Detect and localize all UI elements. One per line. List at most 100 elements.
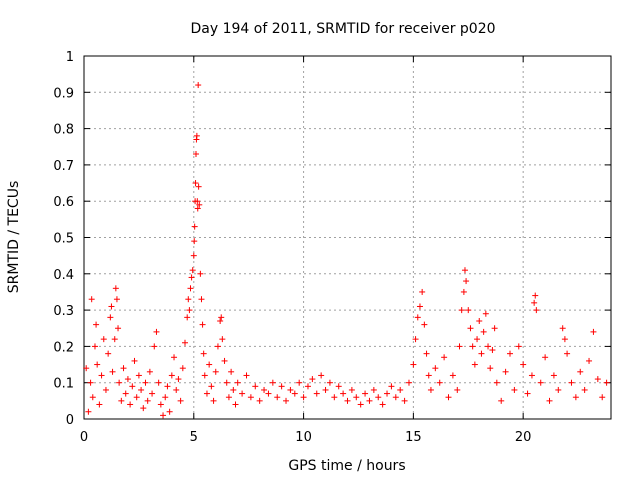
data-point xyxy=(599,394,606,401)
data-point xyxy=(239,390,246,397)
data-point xyxy=(189,267,196,274)
data-point xyxy=(278,383,285,390)
data-point xyxy=(109,368,116,375)
data-point xyxy=(326,379,333,386)
data-point xyxy=(471,361,478,368)
data-point xyxy=(335,383,342,390)
data-point xyxy=(586,357,593,364)
data-point xyxy=(491,325,498,332)
data-point xyxy=(188,274,195,281)
data-point xyxy=(357,401,364,408)
data-point xyxy=(498,397,505,404)
data-point xyxy=(485,343,492,350)
data-point xyxy=(206,361,213,368)
data-point xyxy=(261,386,268,393)
data-point xyxy=(100,336,107,343)
data-point xyxy=(195,82,202,89)
data-point xyxy=(524,390,531,397)
data-point xyxy=(191,223,198,230)
data-point xyxy=(94,361,101,368)
data-point xyxy=(182,339,189,346)
data-point xyxy=(252,383,259,390)
data-point xyxy=(528,372,535,379)
data-point xyxy=(410,361,417,368)
data-point xyxy=(234,379,241,386)
data-point xyxy=(370,386,377,393)
data-point xyxy=(187,285,194,292)
data-point xyxy=(171,354,178,361)
data-point xyxy=(487,365,494,372)
data-point xyxy=(476,317,483,324)
data-point xyxy=(454,386,461,393)
data-point xyxy=(131,357,138,364)
data-point xyxy=(177,397,184,404)
y-tick-label: 0.7 xyxy=(53,159,74,174)
y-tick-label: 0 xyxy=(66,413,74,428)
data-point xyxy=(175,376,182,383)
data-point xyxy=(568,379,575,386)
data-point xyxy=(449,372,456,379)
data-point xyxy=(561,336,568,343)
data-point xyxy=(116,379,123,386)
data-point xyxy=(421,321,428,328)
data-point xyxy=(480,328,487,335)
data-point xyxy=(124,376,131,383)
data-point xyxy=(203,390,210,397)
data-point xyxy=(140,405,147,412)
data-point xyxy=(456,343,463,350)
x-tick-label: 20 xyxy=(515,430,532,445)
data-point xyxy=(89,394,96,401)
data-point xyxy=(331,394,338,401)
data-point xyxy=(478,350,485,357)
data-point xyxy=(191,238,198,245)
data-point xyxy=(460,288,467,295)
data-point xyxy=(218,314,225,321)
data-point xyxy=(269,379,276,386)
chart-title: Day 194 of 2011, SRMTID for receiver p02… xyxy=(190,21,495,37)
data-point xyxy=(265,390,272,397)
data-point xyxy=(445,394,452,401)
data-point xyxy=(223,379,230,386)
data-point xyxy=(401,397,408,404)
data-point xyxy=(85,408,92,415)
data-point xyxy=(98,372,105,379)
data-point xyxy=(533,307,540,314)
data-point xyxy=(564,350,571,357)
data-point xyxy=(105,350,112,357)
data-point xyxy=(546,397,553,404)
data-point xyxy=(129,383,136,390)
data-point xyxy=(458,307,465,314)
data-point xyxy=(425,372,432,379)
data-point xyxy=(520,361,527,368)
x-tick-label: 10 xyxy=(295,430,312,445)
data-point xyxy=(414,314,421,321)
data-point xyxy=(87,379,94,386)
data-point xyxy=(296,379,303,386)
data-point xyxy=(194,198,201,205)
data-point xyxy=(344,397,351,404)
data-points xyxy=(83,82,610,419)
data-point xyxy=(416,303,423,310)
data-point xyxy=(210,397,217,404)
data-point xyxy=(208,383,215,390)
data-point xyxy=(304,383,311,390)
data-point xyxy=(111,336,118,343)
y-tick-label: 0.4 xyxy=(53,268,74,283)
data-point xyxy=(419,288,426,295)
data-point xyxy=(221,357,228,364)
data-point xyxy=(149,390,156,397)
data-point xyxy=(91,343,98,350)
data-point xyxy=(195,183,202,190)
plot-frame xyxy=(83,55,612,420)
data-point xyxy=(423,350,430,357)
data-point xyxy=(392,394,399,401)
data-point xyxy=(112,285,119,292)
data-point xyxy=(467,325,474,332)
data-point xyxy=(388,383,395,390)
data-point xyxy=(88,296,95,303)
data-point xyxy=(144,397,151,404)
data-point xyxy=(219,336,226,343)
data-point xyxy=(192,180,199,187)
data-point xyxy=(384,390,391,397)
